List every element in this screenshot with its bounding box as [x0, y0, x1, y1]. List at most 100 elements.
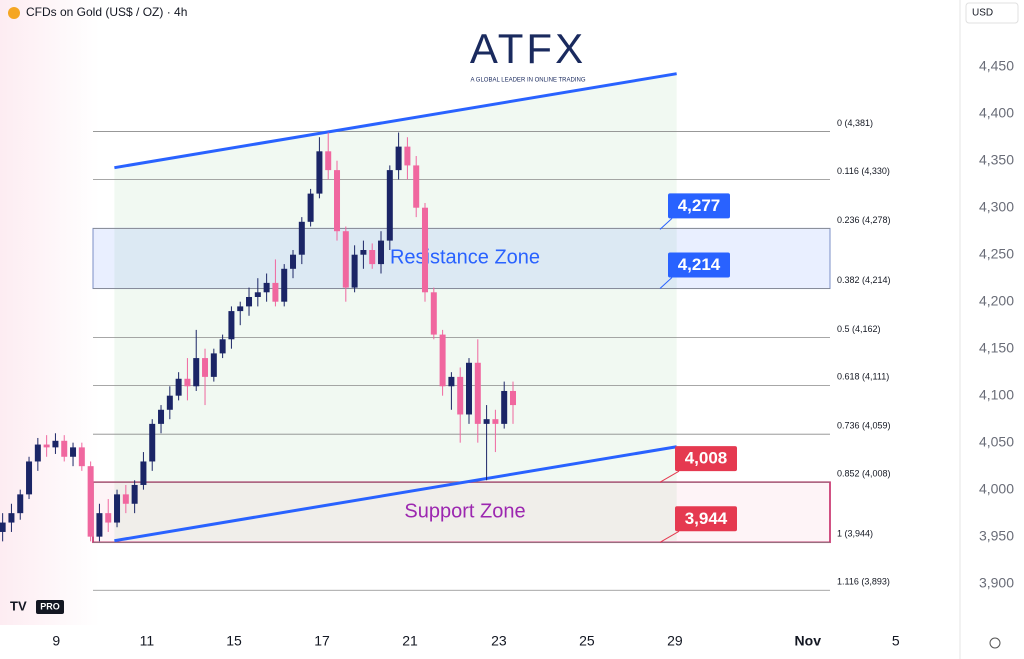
fib-label: 0.116 (4,330)	[837, 166, 890, 176]
candle-body	[334, 170, 341, 232]
candle-body	[149, 423, 156, 462]
currency-box[interactable]	[965, 2, 1019, 24]
candle-body	[457, 376, 464, 415]
candle-body	[219, 339, 226, 354]
candle-body	[263, 282, 270, 293]
fib-label: 0.236 (4,278)	[837, 215, 891, 225]
x-tick-label: 15	[226, 633, 242, 649]
callout-box	[675, 506, 737, 532]
x-tick-label: 9	[52, 633, 60, 649]
x-tick-label: 11	[140, 633, 155, 649]
y-tick-label: 4,050	[979, 433, 1014, 449]
badge-box	[36, 600, 64, 614]
candle-body	[52, 440, 59, 448]
candle-body	[8, 513, 15, 523]
candle-body	[430, 292, 437, 335]
candle-body	[96, 513, 103, 537]
x-tick-label: Nov	[795, 633, 822, 649]
candle-body	[369, 250, 376, 265]
x-tick-label: 5	[892, 633, 900, 649]
fib-label: 0 (4,381)	[837, 118, 873, 128]
candle-body	[246, 296, 253, 307]
candle-body	[184, 378, 191, 387]
y-tick-label: 4,100	[979, 386, 1014, 402]
candle-body	[378, 240, 385, 265]
callout-label: 4,277	[678, 196, 721, 215]
badge: PRO	[40, 601, 60, 611]
candle-body	[395, 146, 402, 171]
zone-label: Resistance Zone	[390, 247, 540, 269]
candle-body	[0, 522, 6, 532]
zone-label: Support Zone	[404, 500, 525, 522]
candle-body	[439, 334, 446, 387]
tv-logo: TV	[10, 598, 27, 613]
callout-box	[675, 446, 737, 472]
candle-body	[175, 378, 182, 396]
channel-line	[114, 445, 677, 543]
callout-label: 4,214	[678, 255, 721, 274]
fib-label: 0.852 (4,008)	[837, 469, 891, 479]
candle-body	[422, 207, 429, 293]
candle-body	[78, 447, 85, 467]
candle-body	[404, 146, 411, 166]
candle-body	[87, 466, 94, 537]
candle-body	[70, 447, 77, 457]
candle-body	[193, 358, 200, 387]
brand-logo: ATFX	[470, 25, 586, 72]
candle-body	[43, 444, 50, 448]
y-tick-label: 4,200	[979, 292, 1014, 308]
x-tick-label: 21	[402, 633, 418, 649]
candle-body	[413, 165, 420, 208]
candle-body	[105, 513, 112, 523]
callout-box	[668, 252, 730, 278]
background-tint	[0, 0, 100, 625]
channel-area	[114, 73, 677, 541]
candle-body	[34, 444, 41, 462]
y-tick-label: 4,450	[979, 57, 1014, 73]
y-tick-label: 4,000	[979, 480, 1014, 496]
currency[interactable]: USD	[972, 8, 993, 19]
candle-body	[298, 221, 305, 255]
candle-body	[492, 419, 499, 424]
brand-tagline: A GLOBAL LEADER IN ONLINE TRADING	[470, 78, 585, 84]
candle-body	[210, 353, 217, 377]
candle-body	[166, 395, 173, 410]
x-tick-label: 17	[314, 633, 330, 649]
callout-pointer	[659, 530, 680, 543]
candle-body	[360, 250, 367, 255]
y-tick-label: 4,350	[979, 151, 1014, 167]
y-tick-label: 4,250	[979, 245, 1014, 261]
candle-body	[17, 494, 24, 514]
candle-body	[122, 494, 129, 504]
candle-body	[158, 409, 165, 424]
candle-body	[483, 419, 490, 424]
symbol-icon	[8, 7, 20, 19]
candle-body	[26, 461, 33, 495]
x-tick-label: 25	[579, 633, 595, 649]
candle-body	[307, 193, 314, 222]
candle-body	[140, 461, 147, 485]
candle-body	[61, 440, 68, 457]
candle-body	[281, 268, 288, 302]
candle-body	[342, 231, 349, 288]
candle-body	[228, 311, 235, 340]
callout-label: 3,944	[685, 509, 728, 528]
chart-title: CFDs on Gold (US$ / OZ) · 4h	[26, 5, 187, 19]
callout-pointer	[659, 217, 673, 230]
candle-body	[351, 254, 358, 288]
fib-label: 0.5 (4,162)	[837, 324, 881, 334]
candle-body	[466, 362, 473, 415]
candle-body	[474, 362, 481, 424]
candle-body	[509, 390, 516, 406]
y-tick-label: 4,150	[979, 339, 1014, 355]
fib-label: 0.618 (4,111)	[837, 372, 889, 382]
callout-pointer	[659, 277, 673, 289]
fib-label: 1 (3,944)	[837, 529, 873, 539]
candle-body	[114, 494, 121, 523]
settings-icon[interactable]	[989, 637, 1001, 649]
x-tick-label: 29	[667, 633, 683, 649]
y-tick-label: 4,400	[979, 104, 1014, 120]
callout-box	[668, 193, 730, 219]
candle-body	[501, 390, 508, 424]
